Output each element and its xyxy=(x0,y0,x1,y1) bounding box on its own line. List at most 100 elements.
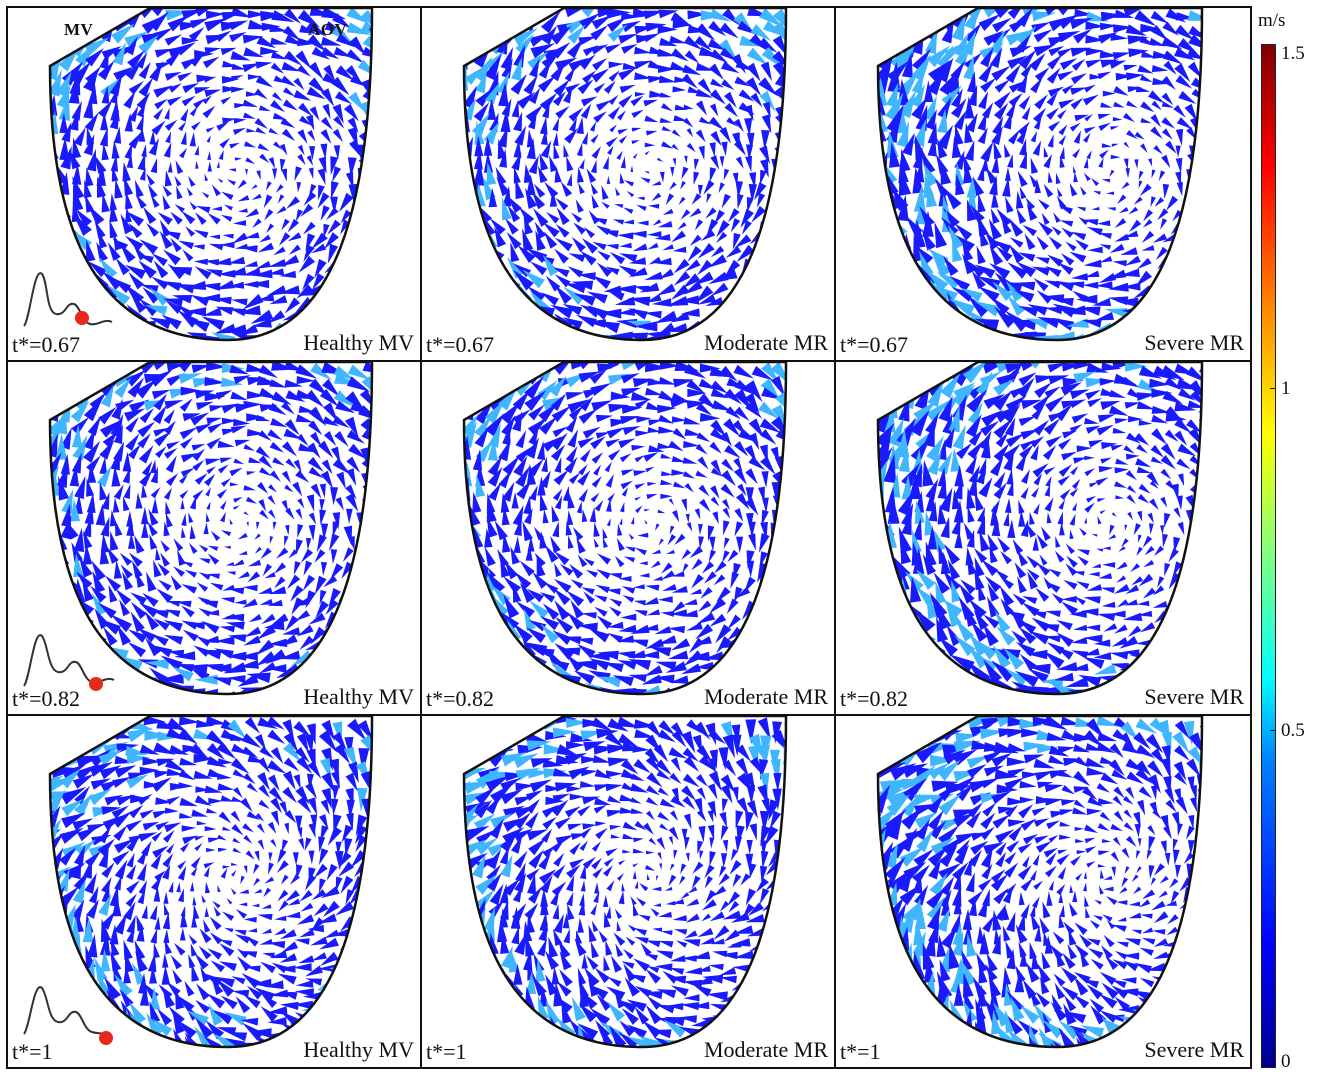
velocity-vector xyxy=(967,440,984,460)
velocity-vector xyxy=(895,626,922,647)
velocity-vector xyxy=(568,107,584,122)
velocity-vector xyxy=(1018,499,1025,514)
velocity-vector xyxy=(968,464,980,485)
velocity-vector xyxy=(562,485,570,502)
velocity-vector xyxy=(126,153,133,169)
velocity-vector xyxy=(977,111,987,131)
velocity-vector xyxy=(1195,221,1202,237)
velocity-vector xyxy=(330,650,350,665)
velocity-vector xyxy=(151,120,166,136)
velocity-vector xyxy=(1033,277,1049,292)
velocity-vector xyxy=(784,141,786,158)
velocity-vector xyxy=(1100,400,1121,410)
velocity-vector xyxy=(232,220,247,226)
velocity-vector xyxy=(719,126,732,144)
velocity-vector xyxy=(296,376,316,385)
velocity-vector xyxy=(1152,77,1170,85)
velocity-vector xyxy=(823,210,833,232)
velocity-vector xyxy=(566,173,573,187)
velocity-vector xyxy=(150,466,158,484)
velocity-vector xyxy=(522,269,545,289)
velocity-vector xyxy=(464,285,471,313)
velocity-vector xyxy=(616,635,635,643)
velocity-vector xyxy=(1008,217,1024,237)
velocity-vector xyxy=(58,362,73,384)
velocity-vector xyxy=(445,554,455,577)
velocity-vector xyxy=(1004,143,1011,158)
velocity-vector xyxy=(993,378,1015,396)
velocity-vector xyxy=(542,603,560,620)
velocity-vector xyxy=(1057,30,1081,43)
velocity-vector xyxy=(1109,651,1129,660)
velocity-vector xyxy=(951,333,975,340)
velocity-vector xyxy=(552,630,572,645)
velocity-vector xyxy=(464,8,469,30)
velocity-vector xyxy=(824,444,834,467)
velocity-vector xyxy=(1230,362,1252,376)
velocity-vector xyxy=(567,266,584,278)
velocity-vector xyxy=(501,506,510,526)
velocity-vector xyxy=(536,555,546,577)
velocity-vector xyxy=(659,92,672,98)
velocity-vector xyxy=(205,716,228,726)
velocity-vector xyxy=(628,257,647,265)
velocity-vector xyxy=(578,464,588,476)
velocity-vector xyxy=(507,313,532,331)
velocity-vector xyxy=(1070,97,1084,110)
velocity-vector xyxy=(173,283,195,294)
velocity-vector xyxy=(303,191,317,206)
velocity-vector xyxy=(788,66,806,83)
velocity-vector xyxy=(564,66,576,82)
velocity-vector xyxy=(948,405,960,433)
velocity-vector xyxy=(1188,25,1202,40)
velocity-vector xyxy=(632,243,648,252)
velocity-vector xyxy=(85,48,104,67)
velocity-vector xyxy=(396,469,406,493)
velocity-vector xyxy=(845,649,871,673)
velocity-vector xyxy=(385,486,395,507)
velocity-vector xyxy=(1097,414,1116,423)
velocity-vector xyxy=(784,418,786,438)
velocity-vector xyxy=(1033,117,1042,130)
velocity-vector xyxy=(761,47,783,69)
velocity-vector xyxy=(1019,444,1034,460)
velocity-vector xyxy=(951,515,961,536)
velocity-vector xyxy=(1057,109,1067,120)
velocity-vector xyxy=(141,461,153,477)
velocity-vector xyxy=(73,553,84,578)
velocity-vector xyxy=(591,194,599,209)
velocity-vector xyxy=(503,576,522,594)
velocity-vector xyxy=(201,316,225,331)
velocity-vector xyxy=(1195,601,1202,619)
velocity-vector xyxy=(1015,453,1027,472)
velocity-vector xyxy=(788,260,805,278)
velocity-vector xyxy=(526,463,536,486)
velocity-vector xyxy=(59,113,69,133)
velocity-vector xyxy=(1096,424,1114,436)
velocity-vector xyxy=(284,50,303,66)
velocity-vector xyxy=(483,121,500,145)
velocity-vector xyxy=(540,11,561,34)
velocity-vector xyxy=(911,96,928,120)
velocity-vector xyxy=(474,120,485,145)
velocity-vector xyxy=(234,701,260,713)
velocity-vector xyxy=(1175,75,1193,89)
velocity-vector xyxy=(1138,419,1153,426)
velocity-vector xyxy=(356,564,366,586)
velocity-vector xyxy=(587,305,609,320)
velocity-vector xyxy=(954,40,972,67)
velocity-vector xyxy=(695,100,708,116)
velocity-vector xyxy=(1046,91,1058,106)
velocity-vector xyxy=(1201,63,1202,81)
velocity-vector xyxy=(941,217,959,237)
velocity-vector xyxy=(684,428,702,436)
velocity-vector xyxy=(296,624,314,637)
velocity-vector xyxy=(1134,665,1156,680)
velocity-vector xyxy=(750,24,772,42)
velocity-vector xyxy=(971,270,986,290)
velocity-vector xyxy=(647,378,665,386)
velocity-vector xyxy=(1241,432,1252,452)
velocity-vector xyxy=(397,244,418,265)
velocity-vector xyxy=(939,487,953,513)
velocity-vector xyxy=(216,121,229,131)
